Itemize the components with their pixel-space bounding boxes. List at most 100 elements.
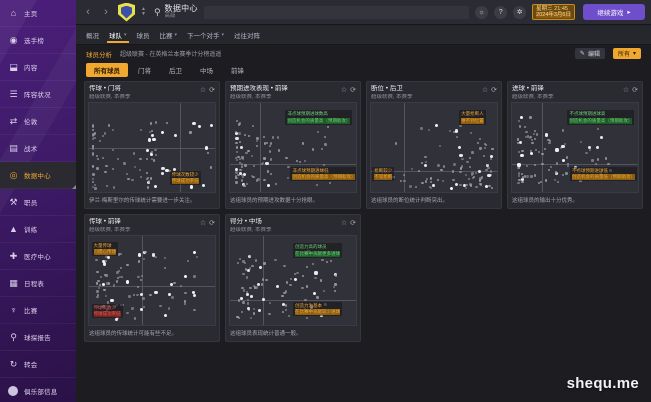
scatter-point[interactable] — [420, 127, 423, 130]
settings-icon[interactable]: ✲ — [513, 5, 527, 19]
scatter-point[interactable] — [454, 129, 458, 133]
scatter-point[interactable] — [561, 158, 565, 162]
scatter-point[interactable] — [289, 284, 292, 287]
scatter-point[interactable] — [462, 184, 467, 188]
scatter-point[interactable] — [470, 131, 473, 135]
scatter-point[interactable] — [149, 122, 152, 125]
scatter-point[interactable] — [440, 168, 443, 172]
scatter-point[interactable] — [91, 126, 94, 129]
scatter-point[interactable] — [151, 253, 155, 257]
scatter-point[interactable] — [95, 281, 99, 285]
scatter-point[interactable] — [97, 279, 100, 283]
scatter-point[interactable] — [192, 291, 196, 295]
scatter-point[interactable] — [193, 308, 196, 311]
scatter-point[interactable] — [255, 286, 258, 289]
scatter-point[interactable] — [470, 184, 473, 187]
scatter-point[interactable] — [252, 284, 255, 288]
scatter-point[interactable] — [235, 174, 238, 178]
scatter-point[interactable] — [243, 289, 246, 292]
scatter-point[interactable] — [105, 294, 108, 298]
scatter-point[interactable] — [562, 173, 565, 177]
scatter-point[interactable] — [239, 296, 243, 301]
scatter-point[interactable] — [131, 179, 134, 182]
scatter-point[interactable] — [142, 297, 145, 300]
scatter-point[interactable] — [104, 132, 107, 135]
scatter-point[interactable] — [239, 168, 242, 172]
scatter-point[interactable] — [479, 147, 482, 150]
scatter-point[interactable] — [139, 278, 143, 281]
scatter-point[interactable] — [293, 272, 296, 275]
scatter-point[interactable] — [605, 157, 608, 160]
scatter-point[interactable] — [460, 165, 464, 168]
scatter-point[interactable] — [565, 156, 569, 159]
scatter-point[interactable] — [544, 133, 548, 137]
scatter-point[interactable] — [254, 259, 258, 262]
scatter-point[interactable] — [480, 184, 483, 187]
scatter-point[interactable] — [118, 276, 121, 279]
scatter-point[interactable] — [117, 276, 120, 279]
scatter-point[interactable] — [321, 258, 324, 261]
menu-item-2[interactable]: 球员 — [137, 25, 150, 45]
scatter-point[interactable] — [459, 170, 462, 173]
scatter-point[interactable] — [428, 129, 431, 132]
scatter-point[interactable] — [167, 293, 171, 297]
scatter-point[interactable] — [96, 290, 99, 293]
scatter-point[interactable] — [517, 119, 520, 123]
scatter-point[interactable] — [209, 166, 213, 169]
scatter-point[interactable] — [128, 295, 131, 298]
scatter-point[interactable] — [142, 257, 146, 261]
scatter-point[interactable] — [245, 182, 248, 186]
scatter-point[interactable] — [531, 138, 534, 141]
scatter-point[interactable] — [235, 171, 238, 174]
scatter-point[interactable] — [324, 135, 327, 138]
sidebar-item-8[interactable]: ▲ 训练 — [0, 216, 76, 243]
scatter-point[interactable] — [522, 176, 525, 179]
scatter-point[interactable] — [96, 293, 100, 296]
scatter-point[interactable] — [285, 156, 288, 159]
scatter-point[interactable] — [91, 129, 94, 132]
scatter-point[interactable] — [531, 142, 534, 145]
scatter-point[interactable] — [471, 172, 474, 175]
scatter-point[interactable] — [111, 149, 115, 152]
scatter-point[interactable] — [105, 274, 108, 277]
scatter-point[interactable] — [149, 177, 153, 180]
scatter-point[interactable] — [237, 316, 240, 319]
scatter-point[interactable] — [96, 158, 100, 161]
scatter-point[interactable] — [116, 271, 119, 274]
sidebar-item-1[interactable]: ◉ 选手榜 — [0, 27, 76, 54]
scatter-point[interactable] — [306, 316, 309, 320]
scatter-point[interactable] — [425, 177, 429, 180]
scatter-point[interactable] — [547, 138, 550, 142]
scatter-point[interactable] — [424, 180, 427, 183]
scatter-point[interactable] — [237, 299, 241, 302]
scatter-point[interactable] — [326, 125, 329, 129]
scatter-point[interactable] — [252, 308, 255, 311]
scatter-point[interactable] — [103, 262, 107, 266]
scatter-point[interactable] — [265, 162, 269, 166]
scatter-point[interactable] — [561, 129, 564, 132]
scatter-point[interactable] — [144, 250, 147, 253]
scatter-point[interactable] — [111, 167, 115, 170]
scatter-point[interactable] — [410, 168, 413, 171]
chevron-right-icon[interactable]: › — [104, 6, 108, 18]
scatter-point[interactable] — [263, 178, 266, 181]
scatter-point[interactable] — [241, 287, 244, 290]
scatter-point[interactable] — [485, 168, 488, 172]
scatter-point[interactable] — [173, 281, 176, 284]
scatter-point[interactable] — [112, 186, 115, 189]
scatter-point[interactable] — [475, 185, 478, 188]
search-icon[interactable]: ⚲ — [153, 6, 161, 17]
scatter-point[interactable] — [153, 184, 158, 189]
scatter-point[interactable] — [154, 256, 157, 259]
analysis-card[interactable]: 传球 • 前锋 超级联赛, 本赛季 ☆ ⟳ 大量传球 习惯心传球 传球次数少 传球成功率低 这组… — [84, 214, 220, 342]
scatter-point[interactable] — [107, 282, 111, 285]
scatter-point[interactable] — [487, 174, 491, 178]
scatter-point[interactable] — [547, 169, 550, 172]
sidebar-item-5[interactable]: ▤ 战术 — [0, 135, 76, 162]
scatter-point[interactable] — [102, 134, 105, 137]
scatter-point[interactable] — [429, 177, 432, 180]
scatter-point[interactable] — [243, 173, 247, 177]
scatter-point[interactable] — [184, 274, 188, 278]
scatter-point[interactable] — [161, 171, 165, 176]
scatter-point[interactable] — [184, 292, 187, 295]
